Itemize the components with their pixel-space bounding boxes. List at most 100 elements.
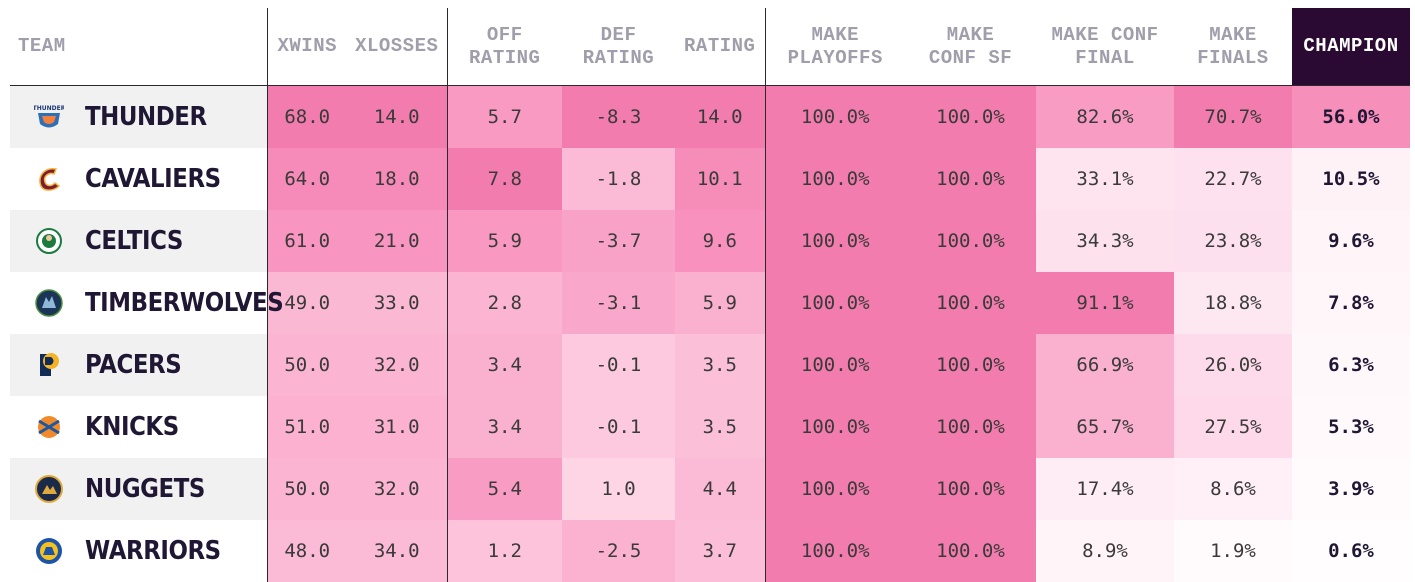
header-champion[interactable]: CHAMPION	[1292, 8, 1410, 86]
off-rating-cell: 3.4	[446, 334, 562, 396]
def-rating-cell: -3.1	[562, 272, 675, 334]
def-rating-cell: -3.7	[562, 210, 675, 272]
make-finals-cell: 70.7%	[1174, 85, 1292, 148]
xwins-cell: 61.0	[266, 210, 347, 272]
cavaliers-logo-icon	[34, 164, 64, 194]
team-name: PACERS	[85, 350, 182, 380]
make-conf-sf-cell: 100.0%	[905, 334, 1036, 396]
make-finals-cell: 8.6%	[1174, 458, 1292, 520]
xlosses-cell: 21.0	[347, 210, 447, 272]
xwins-cell: 50.0	[266, 458, 347, 520]
team-cell: KNICKS	[10, 396, 267, 458]
make-finals-cell: 1.9%	[1174, 520, 1292, 582]
def-rating-cell: -2.5	[562, 520, 675, 582]
make-playoffs-cell: 100.0%	[764, 396, 905, 458]
team-cell: WARRIORS	[10, 520, 267, 582]
champion-cell: 0.6%	[1292, 520, 1410, 582]
warriors-logo-icon	[34, 536, 64, 566]
make-conf-sf-cell: 100.0%	[905, 210, 1036, 272]
rating-cell: 5.9	[675, 272, 765, 334]
rating-cell: 3.7	[675, 520, 765, 582]
team-cell: TIMBERWOLVES	[10, 272, 284, 334]
team-name: KNICKS	[85, 412, 179, 442]
make-conf-final-cell: 66.9%	[1036, 334, 1174, 396]
team-name: CAVALIERS	[85, 164, 221, 194]
header-make-conf-final[interactable]: MAKE CONF FINAL	[1036, 8, 1174, 86]
xwins-cell: 48.0	[266, 520, 347, 582]
make-conf-sf-cell: 100.0%	[905, 148, 1036, 210]
team-cell: THUNDER THUNDER	[10, 85, 267, 148]
xwins-cell: 51.0	[266, 396, 347, 458]
team-name: THUNDER	[85, 102, 207, 132]
champion-cell: 10.5%	[1292, 148, 1410, 210]
table-row-pacers: PACERS 50.0 32.0 3.4 -0.1 3.5 100.0% 100…	[10, 334, 1410, 396]
champion-cell: 5.3%	[1292, 396, 1410, 458]
def-rating-cell: 1.0	[562, 458, 675, 520]
champion-cell: 9.6%	[1292, 210, 1410, 272]
header-rating[interactable]: RATING	[675, 8, 765, 86]
xlosses-cell: 32.0	[347, 334, 447, 396]
make-finals-cell: 23.8%	[1174, 210, 1292, 272]
header-row: TEAM XWINS XLOSSES OFF RATING DEF RATING R…	[10, 8, 1410, 86]
off-rating-cell: 5.4	[446, 458, 562, 520]
svg-text:THUNDER: THUNDER	[34, 105, 64, 112]
xlosses-cell: 34.0	[347, 520, 447, 582]
make-conf-final-cell: 91.1%	[1036, 272, 1174, 334]
team-cell: CAVALIERS	[10, 148, 267, 210]
table-row-cavaliers: CAVALIERS 64.0 18.0 7.8 -1.8 10.1 100.0%…	[10, 148, 1410, 210]
xlosses-cell: 32.0	[347, 458, 447, 520]
header-def-rating[interactable]: DEF RATING	[562, 8, 675, 86]
off-rating-cell: 1.2	[446, 520, 562, 582]
make-finals-cell: 27.5%	[1174, 396, 1292, 458]
off-rating-cell: 7.8	[446, 148, 562, 210]
rating-cell: 9.6	[675, 210, 765, 272]
celtics-logo-icon	[34, 226, 64, 256]
def-rating-cell: -8.3	[562, 85, 675, 148]
pacers-logo-icon	[34, 350, 64, 380]
knicks-logo-icon	[34, 412, 64, 442]
rating-cell: 3.5	[675, 396, 765, 458]
rating-cell: 14.0	[675, 85, 765, 148]
xwins-cell: 68.0	[266, 85, 347, 148]
team-name: CELTICS	[85, 226, 183, 256]
make-playoffs-cell: 100.0%	[764, 520, 905, 582]
make-conf-sf-cell: 100.0%	[905, 396, 1036, 458]
team-name: WARRIORS	[85, 536, 221, 566]
header-make-finals[interactable]: MAKE FINALS	[1174, 8, 1292, 86]
header-xwins[interactable]: XWINS	[266, 8, 347, 86]
make-conf-final-cell: 65.7%	[1036, 396, 1174, 458]
team-cell: NUGGETS	[10, 458, 267, 520]
rating-cell: 3.5	[675, 334, 765, 396]
make-playoffs-cell: 100.0%	[764, 458, 905, 520]
make-conf-final-cell: 34.3%	[1036, 210, 1174, 272]
off-rating-cell: 2.8	[446, 272, 562, 334]
header-off-rating[interactable]: OFF RATING	[446, 8, 562, 86]
xwins-cell: 64.0	[266, 148, 347, 210]
make-conf-final-cell: 82.6%	[1036, 85, 1174, 148]
header-team[interactable]: TEAM	[10, 8, 267, 86]
header-xlosses[interactable]: XLOSSES	[347, 8, 447, 86]
xlosses-cell: 18.0	[347, 148, 447, 210]
xwins-cell: 50.0	[266, 334, 347, 396]
make-finals-cell: 26.0%	[1174, 334, 1292, 396]
make-playoffs-cell: 100.0%	[764, 148, 905, 210]
xlosses-cell: 14.0	[347, 85, 447, 148]
table-row-nuggets: NUGGETS 50.0 32.0 5.4 1.0 4.4 100.0% 100…	[10, 458, 1410, 520]
thunder-logo-icon: THUNDER	[34, 102, 64, 132]
header-make-playoffs[interactable]: MAKE PLAYOFFS	[764, 8, 905, 86]
header-make-conf-sf[interactable]: MAKE CONF SF	[905, 8, 1036, 86]
make-playoffs-cell: 100.0%	[764, 272, 905, 334]
table-row-celtics: CELTICS 61.0 21.0 5.9 -3.7 9.6 100.0% 10…	[10, 210, 1410, 272]
table-row-timberwolves: TIMBERWOLVES 49.0 33.0 2.8 -3.1 5.9 100.…	[10, 272, 1410, 334]
champion-cell: 6.3%	[1292, 334, 1410, 396]
champion-cell: 7.8%	[1292, 272, 1410, 334]
timberwolves-logo-icon	[34, 288, 64, 318]
table-row-knicks: KNICKS 51.0 31.0 3.4 -0.1 3.5 100.0% 100…	[10, 396, 1410, 458]
make-conf-final-cell: 17.4%	[1036, 458, 1174, 520]
make-conf-final-cell: 8.9%	[1036, 520, 1174, 582]
def-rating-cell: -0.1	[562, 334, 675, 396]
def-rating-cell: -0.1	[562, 396, 675, 458]
champion-cell: 3.9%	[1292, 458, 1410, 520]
make-conf-sf-cell: 100.0%	[905, 458, 1036, 520]
make-conf-sf-cell: 100.0%	[905, 520, 1036, 582]
